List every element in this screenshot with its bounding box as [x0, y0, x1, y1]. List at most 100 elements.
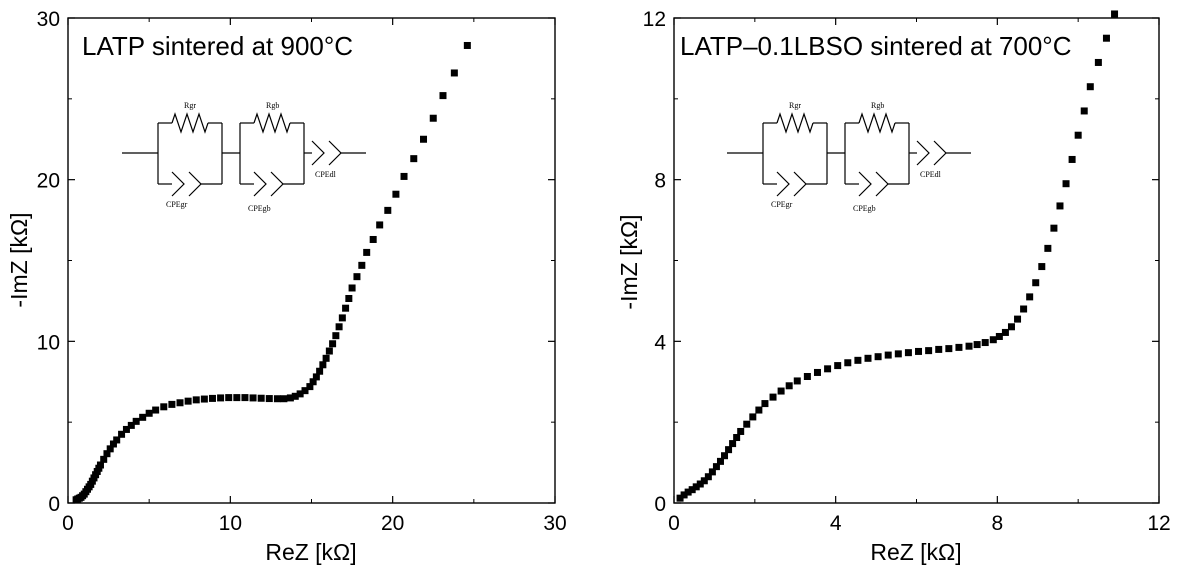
data-point	[280, 395, 288, 403]
data-point	[854, 356, 862, 364]
data-point	[296, 390, 304, 398]
resistor-icon	[776, 112, 814, 134]
data-point	[241, 394, 249, 402]
data-point	[233, 394, 241, 402]
cpe-icon	[171, 171, 185, 197]
data-point	[704, 473, 712, 481]
data-point	[103, 450, 111, 458]
data-point	[973, 341, 981, 349]
y-axis-label: -ImZ [kΩ]	[616, 214, 642, 309]
data-point	[945, 345, 953, 353]
x-tick-label: 4	[830, 512, 842, 535]
data-point	[915, 347, 923, 355]
data-point	[208, 394, 216, 402]
data-point	[696, 480, 704, 488]
data-point	[273, 395, 281, 403]
data-point	[139, 413, 147, 421]
x-tick-label: 20	[381, 512, 404, 535]
data-point	[265, 395, 273, 403]
data-point	[369, 235, 377, 243]
data-point	[168, 400, 176, 408]
data-point	[1111, 10, 1119, 18]
data-point	[329, 340, 337, 348]
y-axis-label: -ImZ [kΩ]	[6, 212, 32, 307]
data-point	[1086, 83, 1094, 91]
plot-frame	[67, 17, 556, 504]
left-chart: 00 10 10 20 20 30 30 LATP sintered at 900°C Re…	[6, 8, 567, 565]
data-point	[429, 114, 437, 122]
data-point	[96, 461, 104, 469]
y-tick-label: 20	[37, 170, 60, 193]
cpe-icon	[311, 140, 325, 166]
data-point	[363, 248, 371, 256]
data-point	[200, 395, 208, 403]
data-point	[743, 420, 751, 428]
data-point	[1014, 315, 1022, 323]
data-point	[1007, 323, 1015, 331]
data-point	[345, 294, 353, 302]
data-point	[450, 69, 458, 77]
circuit-label-cpedl: CPEdl	[920, 170, 942, 179]
data-point	[312, 373, 320, 381]
data-point	[306, 383, 314, 391]
circuit-label-rgb: Rgb	[266, 101, 279, 110]
data-point	[884, 351, 892, 359]
data-point	[122, 425, 130, 433]
data-point	[225, 394, 233, 402]
data-point	[217, 394, 225, 402]
data-point	[309, 378, 317, 386]
data-point	[684, 488, 692, 496]
data-point	[777, 387, 785, 395]
data-point	[316, 367, 324, 375]
data-point	[894, 350, 902, 358]
data-point	[755, 406, 763, 414]
data-point	[761, 400, 769, 408]
data-point	[113, 436, 121, 444]
data-point	[257, 394, 265, 402]
resistor-icon	[253, 112, 291, 134]
cpe-icon	[776, 171, 790, 197]
data-point	[176, 399, 184, 407]
data-point	[463, 41, 471, 49]
data-point	[749, 413, 757, 421]
data-point	[1080, 107, 1088, 115]
data-point	[1102, 34, 1110, 42]
data-point	[874, 353, 882, 361]
equivalent-circuit-diagram: Rgr Rgb CPEgr CPEgb CPEdl	[122, 101, 366, 213]
circuit-label-cpegb: CPEgb	[248, 204, 271, 213]
x-axis-label: ReZ [kΩ]	[870, 539, 961, 565]
data-point	[1094, 58, 1102, 66]
data-point	[1032, 279, 1040, 287]
data-point	[342, 304, 350, 312]
resistor-icon	[858, 112, 896, 134]
x-tick-label: 8	[991, 512, 1003, 535]
right-chart: 00 4 4 8 8 12 12 LATP–0.1LBSO sintered at 700°…	[616, 8, 1171, 565]
data-point	[439, 92, 447, 100]
data-point	[160, 403, 168, 411]
y-tick-label: 4	[654, 331, 666, 354]
data-point	[1044, 244, 1052, 252]
data-point	[1050, 224, 1058, 232]
data-point	[400, 172, 408, 180]
y-tick-label: 10	[37, 331, 60, 354]
data-point	[420, 135, 428, 143]
data-point	[935, 345, 943, 353]
data-point	[384, 206, 392, 214]
data-point	[100, 455, 108, 463]
data-point	[700, 477, 708, 485]
data-point	[1074, 131, 1082, 139]
data-point	[733, 434, 741, 442]
x-axis-label: ReZ [kΩ]	[265, 539, 356, 565]
circuit-label-rgr: Rgr	[184, 101, 196, 110]
data-point	[1038, 263, 1046, 271]
data-point	[965, 342, 973, 350]
data-point	[813, 368, 821, 376]
circuit-label-rgr: Rgr	[789, 101, 801, 110]
data-point	[712, 463, 720, 471]
data-point	[785, 382, 793, 390]
data-point	[844, 359, 852, 367]
circuit-label-cpegb: CPEgb	[853, 204, 876, 213]
data-point	[716, 457, 724, 465]
x-tick-label: 30	[543, 512, 566, 535]
